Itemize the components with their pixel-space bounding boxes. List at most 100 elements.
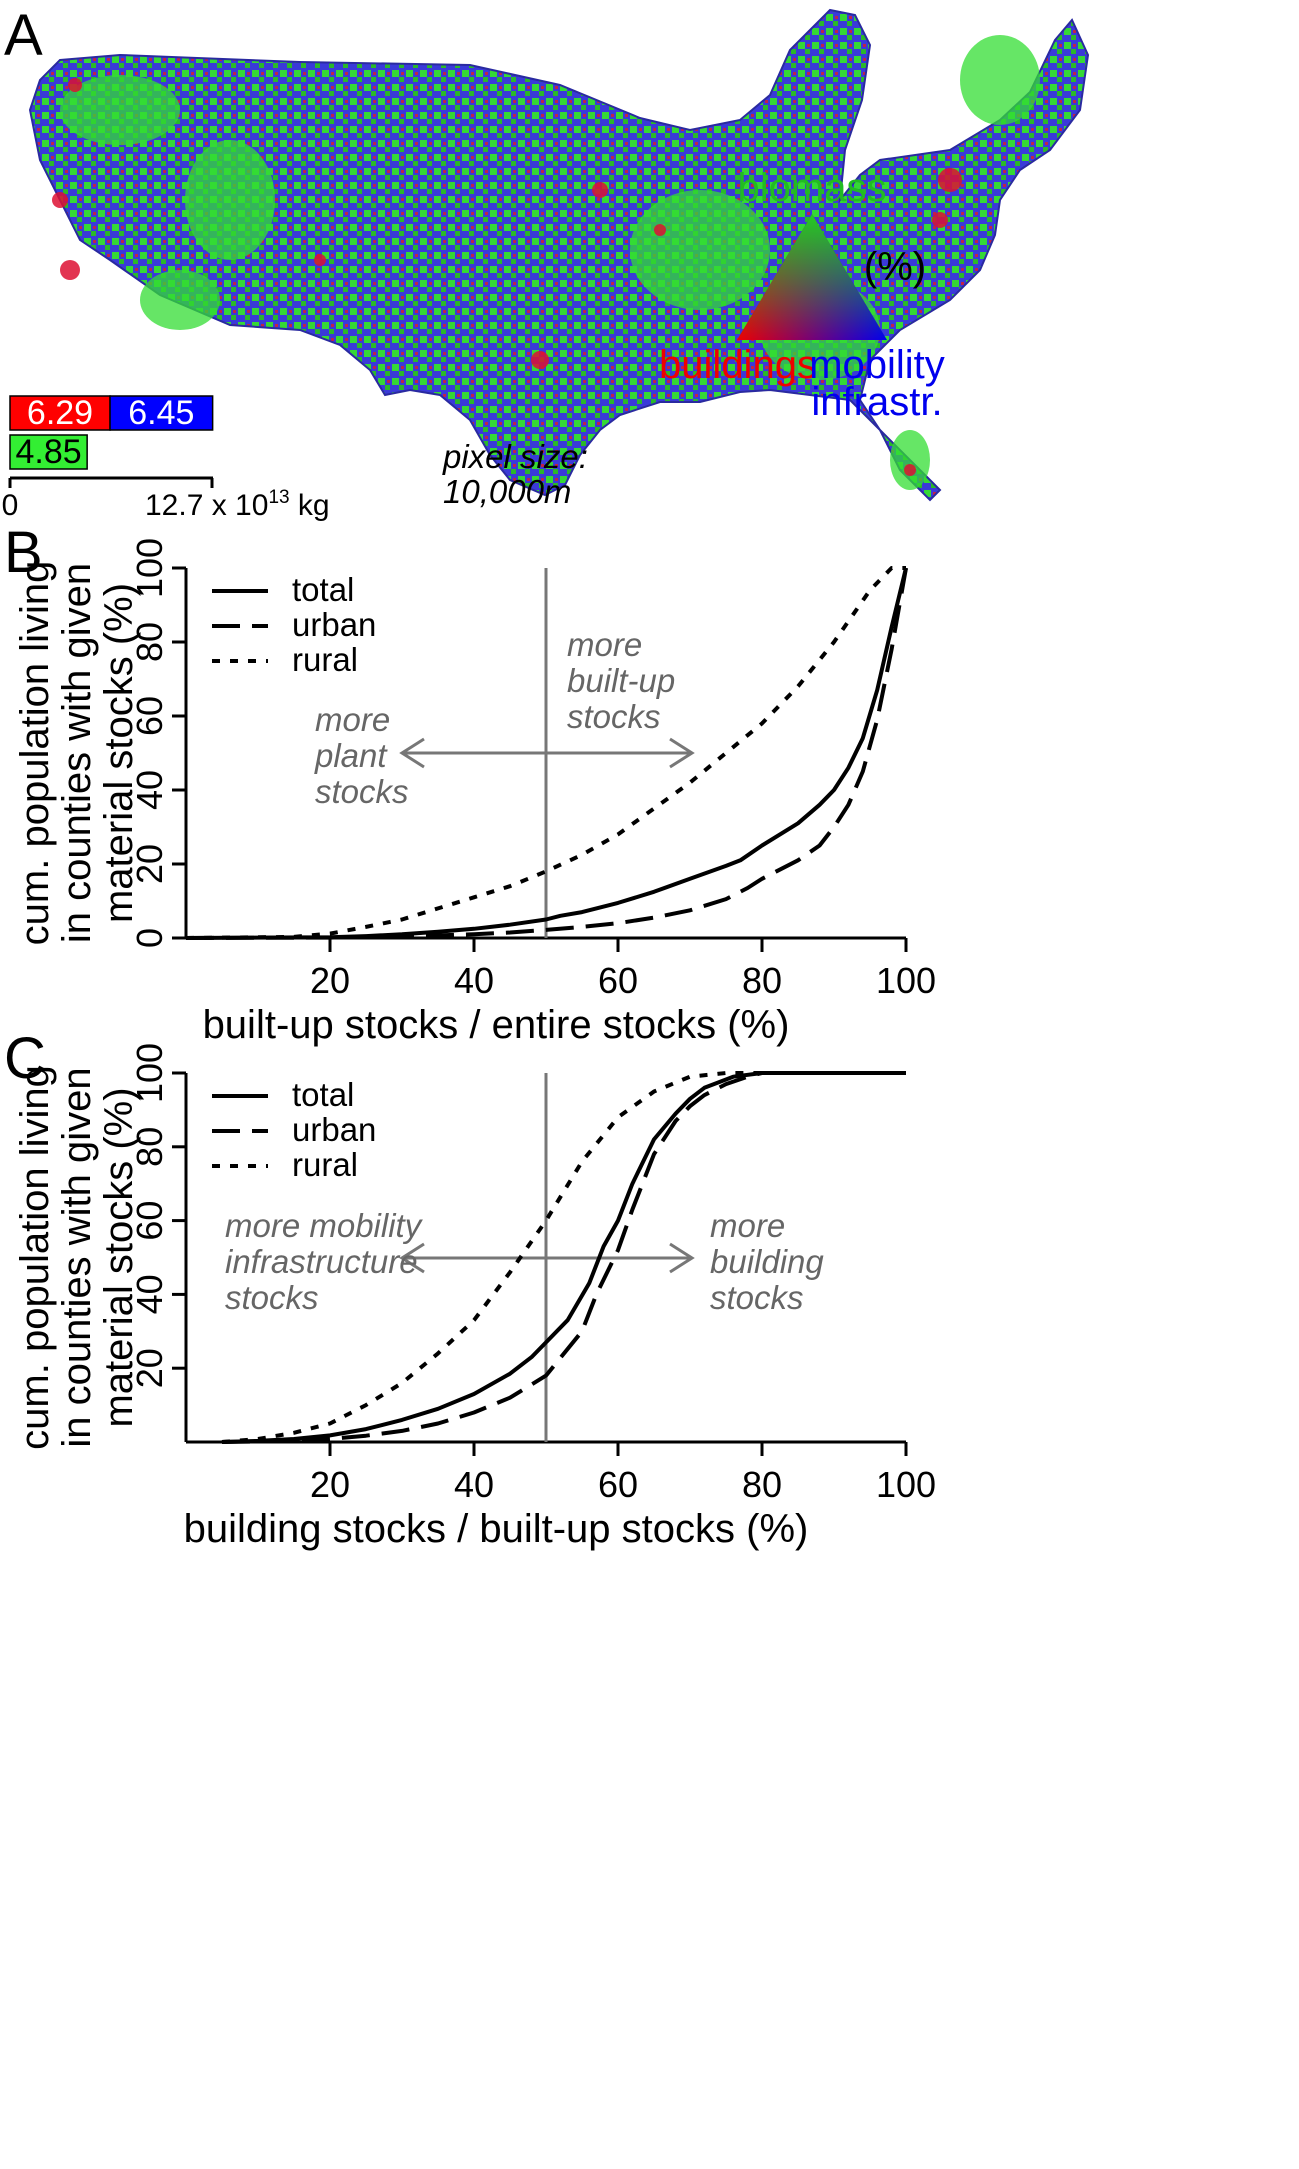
panel-b-annotation-right-line: more (567, 626, 642, 663)
panel-c-y-axis-title-line: cum. population living (13, 1065, 57, 1450)
panel-b-annotation-left-line: plant (314, 737, 388, 774)
panel-c-x-tick-label: 60 (598, 1464, 638, 1505)
panel-b-annotation-right-line: built-up (567, 662, 675, 699)
panel-b-y-tick-label: 80 (129, 622, 170, 662)
panel-b-annotation-right-line: stocks (567, 698, 661, 735)
triangle-label-buildings: buildings (659, 343, 817, 387)
panel-c-x-tick-label: 80 (742, 1464, 782, 1505)
panel-c-x-tick-label: 40 (454, 1464, 494, 1505)
panel-c-series-rural (221, 1071, 906, 1444)
panel-b-left-arrowhead (399, 737, 425, 769)
map-city-seattle (68, 78, 82, 92)
bar-scale-unit: kg (290, 489, 330, 522)
total-stock-bars: 6.29 6.45 4.85 0 12.7 x 1013 kg (2, 394, 330, 522)
panel-b: 20 40 60 80 100 0 20 40 60 80 100 built-up stocks /… (13, 538, 936, 1047)
panel-b-y-tick-label: 0 (129, 928, 170, 948)
map-green-regions (60, 35, 1040, 490)
map-region-sierra (140, 270, 220, 330)
panel-c-y-axis-title-line: in counties with given (55, 1067, 99, 1447)
panel-c-right-arrowhead (669, 1242, 695, 1274)
panel-b-right-arrowhead (669, 737, 695, 769)
bar-biomass-value: 4.85 (15, 433, 81, 471)
panel-c-letter: C (4, 1026, 46, 1091)
panel-c-annotation-left-line: stocks (225, 1279, 319, 1316)
panel-c-legend-label-rural: rural (292, 1146, 358, 1183)
map-region-florida (890, 430, 930, 490)
panel-c-y-tick-label: 40 (129, 1274, 170, 1314)
panel-b-legend-label-total: total (292, 571, 354, 608)
panel-c-x-tick-label: 20 (310, 1464, 350, 1505)
panel-b-annotation-left-line: more (315, 701, 390, 738)
panel-c-x-axis-title: building stocks / built-up stocks (%) (184, 1507, 809, 1551)
panel-b-x-tick-label: 100 (876, 960, 936, 1001)
panel-b-y-tick-label: 40 (129, 770, 170, 810)
panel-b-annotation-left-line: stocks (315, 773, 409, 810)
panel-b-series-urban (185, 567, 908, 940)
panel-c-legend-label-urban: urban (292, 1111, 376, 1148)
panel-b-y-axis-title-line: in counties with given (55, 563, 99, 943)
panel-c-y-tick-label: 80 (129, 1127, 170, 1167)
panel-b-x-tick-label: 60 (598, 960, 638, 1001)
panel-a-letter: A (4, 3, 43, 68)
pixel-size-note-line2: 10,000m (443, 473, 571, 510)
panel-a: A (2, 3, 1090, 522)
panel-b-legend-label-urban: urban (292, 606, 376, 643)
panel-c-y-axis-title-line: material stocks (%) (97, 1087, 141, 1427)
triangle-label-infrastr: infrastr. (811, 380, 942, 424)
panel-c-y-tick-label: 100 (129, 1043, 170, 1103)
bar-buildings (9, 395, 111, 431)
panel-b-x-tick-label: 40 (454, 960, 494, 1001)
bar-buildings-value: 6.29 (27, 394, 93, 432)
panel-b-letter: B (4, 520, 43, 585)
panel-b-y-tick-label: 20 (129, 844, 170, 884)
bar-scale-max-label: 12.7 x 1013 kg (145, 487, 330, 522)
panel-c-left-arrowhead (399, 1242, 425, 1274)
bar-mobility (109, 395, 214, 431)
panel-c-x-tick-label: 100 (876, 1464, 936, 1505)
panel-b-series-rural (185, 566, 906, 940)
panel-c-annotation-left-line: more mobility (225, 1207, 424, 1244)
panel-c-annotation-left-line: infrastructure (225, 1243, 418, 1280)
bar-scale-max-base: 12.7 x 10 (145, 489, 268, 522)
panel-b-y-tick-label: 100 (129, 538, 170, 598)
composition-triangle-legend: biomass (%) buildings mobility infrastr. (659, 166, 945, 424)
bar-scale-max-exponent: 13 (268, 487, 289, 508)
map-region-northwest (60, 75, 180, 145)
panel-b-y-axis-title-line: cum. population living (13, 561, 57, 946)
triangle-overlay (737, 214, 887, 340)
map-city-denver (314, 254, 326, 266)
map-city-dc (932, 212, 948, 228)
map-region-midwest (630, 190, 770, 310)
panel-b-series-total (185, 567, 908, 940)
panel-b-y-axis-title-line: material stocks (%) (97, 583, 141, 923)
map-city-detroit (654, 224, 666, 236)
map-region-rockies (185, 140, 275, 260)
map-city-miami (904, 464, 916, 476)
panel-c-annotation-right-line: more (710, 1207, 785, 1244)
bar-biomass (9, 434, 88, 470)
map-city-dallas (531, 351, 549, 369)
panel-b-x-tick-label: 80 (742, 960, 782, 1001)
map-city-sf (52, 192, 68, 208)
triangle-label-biomass: biomass (738, 166, 887, 210)
bar-scale-zero-label: 0 (2, 489, 19, 522)
map-region-northeast (960, 35, 1040, 125)
panel-c: 20 40 60 80 100 20 40 60 80 100 building stocks / … (13, 1043, 936, 1551)
map-city-newyork (938, 168, 962, 192)
panel-c-series-total (221, 1071, 906, 1444)
panel-c-annotation-right-line: building (710, 1243, 824, 1280)
triangle-label-mobility: mobility (809, 343, 945, 387)
bar-mobility-value: 6.45 (128, 394, 194, 432)
panel-b-x-axis-title: built-up stocks / entire stocks (%) (203, 1003, 790, 1047)
map-city-la (60, 260, 80, 280)
us-material-stock-map (28, 8, 1090, 502)
pixel-size-note-line1: pixel size: (442, 438, 588, 475)
map-city-chicago (592, 182, 608, 198)
panel-c-annotation-right-line: stocks (710, 1279, 804, 1316)
panel-c-y-tick-label: 20 (129, 1348, 170, 1388)
panel-b-y-tick-label: 60 (129, 696, 170, 736)
panel-c-y-tick-label: 60 (129, 1201, 170, 1241)
panel-c-legend-label-total: total (292, 1076, 354, 1113)
triangle-unit-label: (%) (864, 245, 926, 289)
